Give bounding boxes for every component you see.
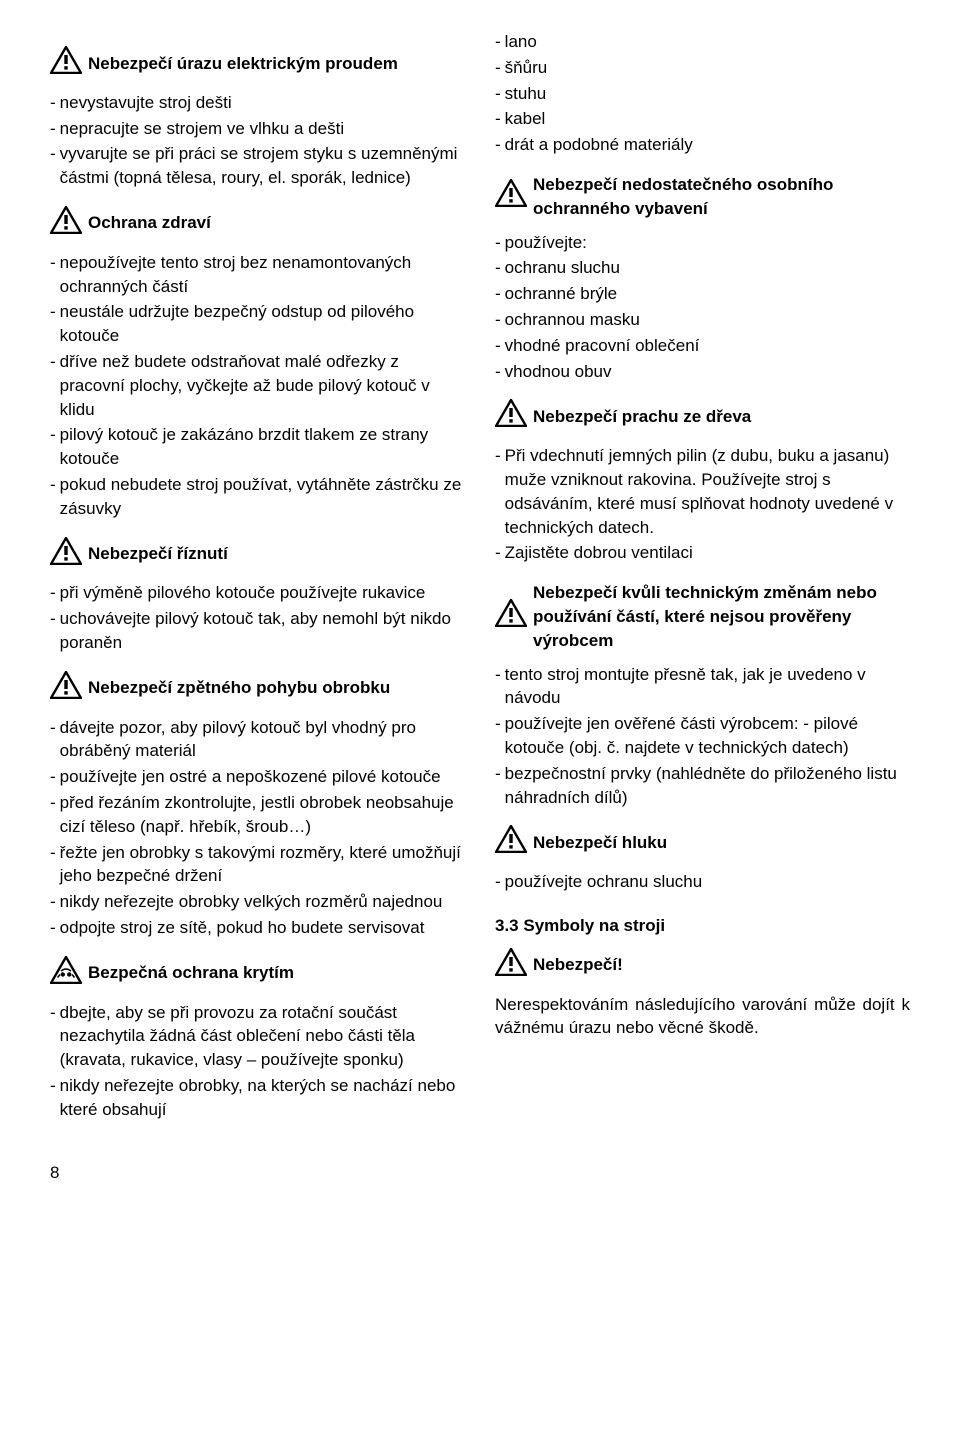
list-item: -nepracujte se strojem ve vlhku a dešti <box>50 117 465 141</box>
list-item: -tento stroj montujte přesně tak, jak je… <box>495 663 910 711</box>
heading-text: Ochrana zdraví <box>88 211 211 235</box>
list-tech-change: -tento stroj montujte přesně tak, jak je… <box>495 663 910 810</box>
warning-icon <box>495 825 527 860</box>
list-item: -používejte: <box>495 231 910 255</box>
warning-icon <box>495 599 527 634</box>
list-item: -vyvarujte se při práci se strojem styku… <box>50 142 465 190</box>
list-item: -ochranu sluchu <box>495 256 910 280</box>
heading-text: Nebezpečí říznutí <box>88 542 228 566</box>
heading-text: Nebezpečí! <box>533 953 623 977</box>
list-item: -neustále udržujte bezpečný odstup od pi… <box>50 300 465 348</box>
warning-paragraph: Nerespektováním následujícího varování m… <box>495 993 910 1041</box>
list-item: -vhodné pracovní oblečení <box>495 334 910 358</box>
warning-icon <box>495 179 527 214</box>
page-number: 8 <box>50 1161 910 1185</box>
list-top-items: -lano -šňůru -stuhu -kabel -drát a podob… <box>495 30 910 157</box>
list-item: -ochrannou masku <box>495 308 910 332</box>
list-item: -uchovávejte pilový kotouč tak, aby nemo… <box>50 607 465 655</box>
heading-noise-danger: Nebezpečí hluku <box>495 825 910 860</box>
list-item: -Zajistěte dobrou ventilaci <box>495 541 910 565</box>
list-item: -řežte jen obrobky s takovými rozměry, k… <box>50 841 465 889</box>
heading-tech-change: Nebezpečí kvůli technickým změnám nebo p… <box>495 581 910 652</box>
heading-electric-shock: Nebezpečí úrazu elektrickým proudem <box>50 46 465 81</box>
two-column-layout: Nebezpečí úrazu elektrickým proudem -nev… <box>50 30 910 1131</box>
list-item: -nevystavujte stroj dešti <box>50 91 465 115</box>
list-item: -nikdy neřezejte obrobky, na kterých se … <box>50 1074 465 1122</box>
list-health-protection: -nepoužívejte tento stroj bez nenamontov… <box>50 251 465 521</box>
list-item: -nepoužívejte tento stroj bez nenamontov… <box>50 251 465 299</box>
list-item: -pokud nebudete stroj používat, vytáhnět… <box>50 473 465 521</box>
warning-icon <box>50 206 82 241</box>
read-manual-icon <box>50 956 82 991</box>
warning-icon <box>495 399 527 434</box>
heading-text: Nebezpečí hluku <box>533 831 667 855</box>
list-item: -používejte ochranu sluchu <box>495 870 910 894</box>
right-column: -lano -šňůru -stuhu -kabel -drát a podob… <box>495 30 910 1131</box>
heading-ppe-danger: Nebezpečí nedostatečného osobního ochran… <box>495 173 910 221</box>
list-guard-protection: -dbejte, aby se při provozu za rotační s… <box>50 1001 465 1122</box>
heading-text: Nebezpečí kvůli technickým změnám nebo p… <box>533 581 910 652</box>
list-item: -nikdy neřezejte obrobky velkých rozměrů… <box>50 890 465 914</box>
list-item: -vhodnou obuv <box>495 360 910 384</box>
list-item: -dávejte pozor, aby pilový kotouč byl vh… <box>50 716 465 764</box>
list-item: -bezpečnostní prvky (nahlédněte do přilo… <box>495 762 910 810</box>
heading-danger-label: Nebezpečí! <box>495 948 910 983</box>
heading-text: Nebezpečí úrazu elektrickým proudem <box>88 52 398 76</box>
list-item: -ochranné brýle <box>495 282 910 306</box>
list-item: -při výměně pilového kotouče používejte … <box>50 581 465 605</box>
list-item: -dbejte, aby se při provozu za rotační s… <box>50 1001 465 1072</box>
list-item: -pilový kotouč je zakázáno brzdit tlakem… <box>50 423 465 471</box>
heading-cut-danger: Nebezpečí říznutí <box>50 537 465 572</box>
list-electric-shock: -nevystavujte stroj dešti -nepracujte se… <box>50 91 465 190</box>
list-noise-danger: -používejte ochranu sluchu <box>495 870 910 894</box>
heading-text: Nebezpečí prachu ze dřeva <box>533 405 751 429</box>
heading-text: Nebezpečí zpětného pohybu obrobku <box>88 676 390 700</box>
warning-icon <box>495 948 527 983</box>
list-item: -odpojte stroj ze sítě, pokud ho budete … <box>50 916 465 940</box>
list-wood-dust: -Při vdechnutí jemných pilin (z dubu, bu… <box>495 444 910 565</box>
warning-icon <box>50 537 82 572</box>
list-item: -drát a podobné materiály <box>495 133 910 157</box>
list-item: -šňůru <box>495 56 910 80</box>
heading-text: Bezpečná ochrana krytím <box>88 961 294 985</box>
list-ppe-danger: -používejte: -ochranu sluchu -ochranné b… <box>495 231 910 384</box>
heading-text: Nebezpečí nedostatečného osobního ochran… <box>533 173 910 221</box>
list-item: -Při vdechnutí jemných pilin (z dubu, bu… <box>495 444 910 539</box>
heading-health-protection: Ochrana zdraví <box>50 206 465 241</box>
list-item: -stuhu <box>495 82 910 106</box>
heading-wood-dust: Nebezpečí prachu ze dřeva <box>495 399 910 434</box>
list-item: -dříve než budete odstraňovat malé odřez… <box>50 350 465 421</box>
warning-icon <box>50 46 82 81</box>
heading-kickback-danger: Nebezpečí zpětného pohybu obrobku <box>50 671 465 706</box>
warning-icon <box>50 671 82 706</box>
list-item: -lano <box>495 30 910 54</box>
list-item: -používejte jen ostré a nepoškozené pilo… <box>50 765 465 789</box>
list-cut-danger: -při výměně pilového kotouče používejte … <box>50 581 465 654</box>
list-kickback-danger: -dávejte pozor, aby pilový kotouč byl vh… <box>50 716 465 940</box>
list-item: -kabel <box>495 107 910 131</box>
subheading-symbols: 3.3 Symboly na stroji <box>495 914 910 938</box>
list-item: -před řezáním zkontrolujte, jestli obrob… <box>50 791 465 839</box>
heading-guard-protection: Bezpečná ochrana krytím <box>50 956 465 991</box>
left-column: Nebezpečí úrazu elektrickým proudem -nev… <box>50 30 465 1131</box>
list-item: -používejte jen ověřené části výrobcem: … <box>495 712 910 760</box>
